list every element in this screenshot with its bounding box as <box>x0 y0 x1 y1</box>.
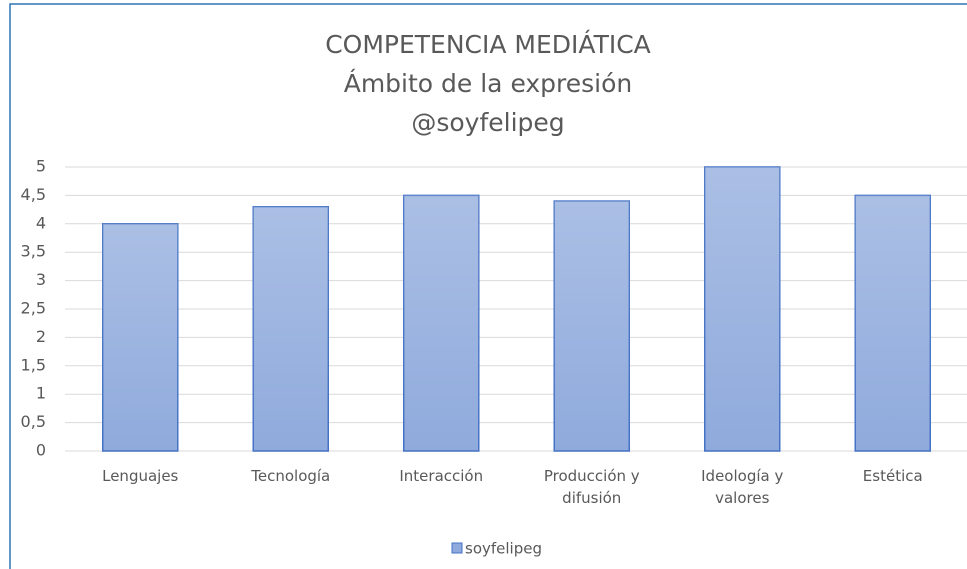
bar-shade <box>855 195 931 451</box>
y-tick-label: 0 <box>36 441 46 460</box>
y-tick-label: 2,5 <box>21 299 46 318</box>
chart-title: @soyfelipeg <box>411 108 564 137</box>
y-tick-label: 0,5 <box>21 412 46 431</box>
bar-shade <box>102 223 178 451</box>
legend-swatch <box>451 542 463 554</box>
y-tick-label: 4,5 <box>21 185 46 204</box>
x-tick-label: Ideología y valores <box>701 467 784 507</box>
bar-shade <box>704 167 780 451</box>
y-tick-label: 3,5 <box>21 242 46 261</box>
y-tick-label: 2 <box>36 327 46 346</box>
x-tick-label: Tecnología <box>251 467 331 485</box>
chart-frame <box>9 3 967 569</box>
bar-shade <box>554 201 630 451</box>
bar-shade <box>253 206 329 451</box>
x-tick-label: Lenguajes <box>102 467 179 485</box>
x-tick-label: Estética <box>862 467 923 485</box>
y-tick-label: 4 <box>36 213 46 232</box>
y-tick-label: 5 <box>36 157 46 176</box>
x-tick-label: Producción y difusión <box>543 467 640 507</box>
chart-title: Ámbito de la expresión <box>344 69 633 98</box>
y-tick-label: 1 <box>36 384 46 403</box>
y-tick-label: 1,5 <box>21 355 46 374</box>
x-tick-label: Interacción <box>399 467 484 485</box>
bar-shade <box>403 195 479 451</box>
chart-title: COMPETENCIA MEDIÁTICA <box>325 30 651 59</box>
legend-label: soyfelipeg <box>465 540 542 558</box>
y-tick-label: 3 <box>36 270 46 289</box>
